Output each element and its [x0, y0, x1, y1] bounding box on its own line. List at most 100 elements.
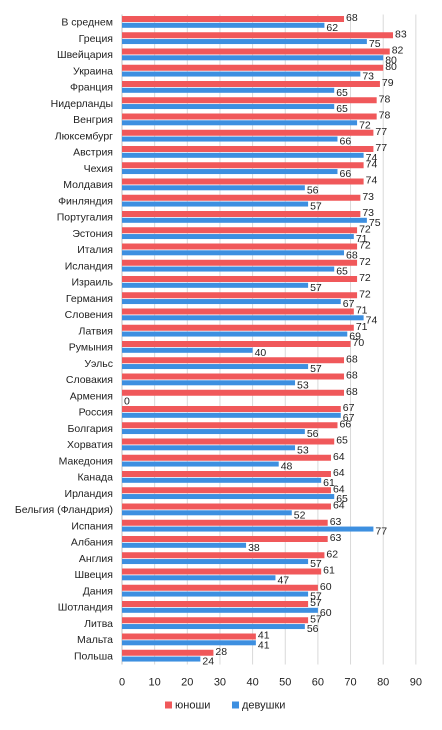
data-label-girls: 65: [336, 493, 348, 505]
bar-girls: [122, 152, 364, 158]
bar-girls: [122, 364, 309, 370]
bar-girls: [122, 640, 256, 646]
bar-girls: [122, 169, 338, 175]
bar-boys: [122, 438, 335, 445]
x-tick-label: 30: [214, 677, 226, 689]
bar-boys: [122, 292, 358, 299]
legend-swatch-boys: [165, 701, 172, 709]
bar-girls: [122, 282, 309, 288]
bar-girls: [122, 185, 305, 191]
bar-boys: [122, 584, 318, 591]
bar-boys: [122, 422, 338, 429]
legend-label-boys: юноши: [175, 700, 210, 712]
data-label-boys: 64: [333, 467, 345, 479]
category-label: Словакия: [66, 374, 113, 386]
data-label-girls: 75: [369, 38, 381, 50]
data-label-boys: 72: [359, 240, 371, 252]
data-label-boys: 61: [323, 565, 335, 577]
bar-boys: [122, 178, 364, 185]
category-label: Украина: [73, 65, 113, 77]
category-label: Швейцария: [57, 49, 113, 61]
data-label-girls: 41: [258, 639, 270, 651]
data-label-boys: 74: [366, 175, 378, 187]
category-label: Венгрия: [73, 114, 113, 126]
bar-girls: [122, 510, 292, 516]
data-label-boys: 65: [336, 435, 348, 447]
category-label: Греция: [79, 33, 113, 45]
x-tick-label: 80: [377, 677, 389, 689]
data-label-girls: 65: [336, 87, 348, 99]
category-label: Италия: [77, 244, 113, 256]
data-label-girls: 60: [320, 607, 332, 619]
data-label-boys: 79: [382, 77, 394, 89]
data-label-girls: 56: [307, 623, 319, 635]
bar-girls: [122, 542, 247, 548]
bar-boys: [122, 194, 361, 201]
data-label-boys: 73: [362, 191, 374, 203]
category-label: Бельгия (Фландрия): [15, 504, 113, 516]
category-label: Франция: [70, 82, 113, 94]
bar-girls: [122, 299, 341, 305]
data-label-boys: 78: [379, 110, 391, 122]
category-label: Канада: [77, 472, 113, 484]
data-label-boys: 72: [359, 288, 371, 300]
bar-girls: [122, 104, 335, 110]
data-label-boys: 68: [346, 386, 358, 398]
bar-girls: [122, 591, 309, 597]
category-label: Германия: [66, 293, 113, 305]
category-label: Словения: [65, 309, 113, 321]
data-label-girls: 67: [343, 412, 355, 424]
bar-girls: [122, 624, 305, 630]
category-label: Португалия: [57, 212, 113, 224]
bar-boys: [122, 211, 361, 217]
bar-boys: [122, 97, 377, 104]
bar-girls: [122, 477, 322, 483]
gridlines: [121, 14, 417, 665]
x-tick-label: 20: [181, 677, 193, 689]
data-label-boys: 68: [346, 353, 358, 365]
category-label: Уэльс: [84, 358, 113, 370]
bar-girls: [122, 412, 341, 418]
bar-boys: [122, 568, 322, 575]
data-label-boys: 66: [339, 418, 351, 430]
x-axis-ticks: 0 10 20 30 40 50 60 70 80 90: [119, 677, 422, 689]
bar-girls: [122, 380, 296, 386]
category-label: Шотландия: [58, 602, 113, 614]
category-label: Ирландия: [65, 488, 113, 500]
data-label-girls: 53: [297, 379, 309, 391]
legend-swatch-girls: [232, 701, 239, 709]
data-label-girls: 67: [343, 298, 355, 310]
bar-girls: [122, 201, 309, 207]
bar-boys: [122, 389, 345, 396]
bar-girls: [122, 461, 279, 467]
bar-boys: [122, 633, 256, 640]
bar-girls: [122, 55, 384, 61]
bar-girls: [122, 429, 305, 435]
legend-label-girls: девушки: [242, 700, 285, 712]
category-label: Швеция: [75, 569, 114, 581]
data-label-boys: 68: [346, 370, 358, 382]
data-label-boys: 63: [330, 516, 342, 528]
bar-boys: [122, 243, 358, 250]
data-label-girls: 74: [366, 314, 378, 326]
data-label-boys: 77: [375, 142, 387, 154]
x-tick-label: 0: [119, 677, 125, 689]
bar-boys: [122, 276, 358, 282]
bar-boys: [122, 162, 364, 169]
data-label-girls: 65: [336, 103, 348, 115]
bar-girls: [122, 39, 367, 45]
bar-boys: [122, 259, 358, 266]
category-label: Латвия: [79, 325, 113, 337]
data-label-boys: 77: [375, 126, 387, 138]
category-label: Австрия: [73, 147, 113, 159]
x-tick-label: 60: [312, 677, 324, 689]
bar-girls: [122, 347, 253, 353]
bar-boys: [122, 454, 331, 461]
data-label-girls: 61: [323, 477, 335, 489]
bar-boys: [122, 308, 354, 315]
bar-boys: [122, 519, 328, 526]
category-label: Албания: [71, 537, 113, 549]
bar-girls: [122, 87, 335, 93]
data-label-girls: 56: [307, 184, 319, 196]
